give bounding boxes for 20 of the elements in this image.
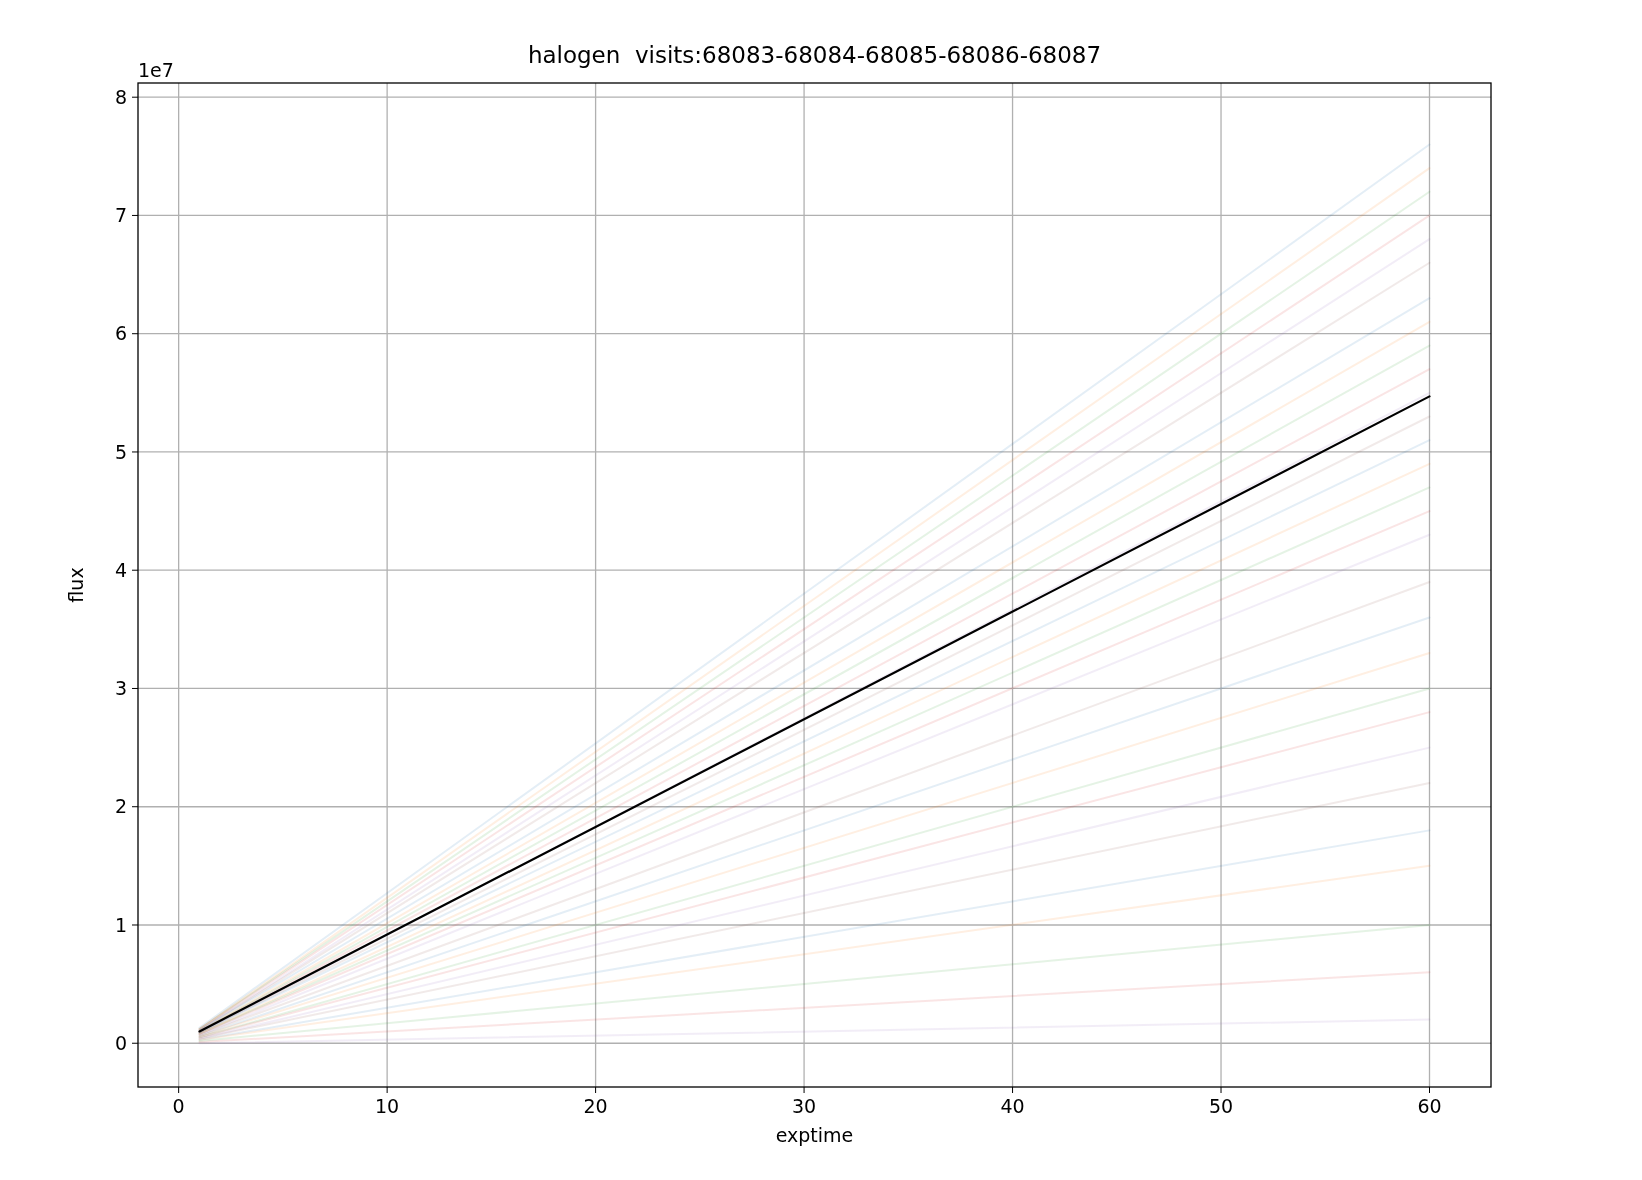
y-tick-label: 3 <box>114 677 127 700</box>
y-tick-label: 0 <box>114 1031 127 1054</box>
y-tick-label: 1 <box>114 913 127 936</box>
x-tick-label: 60 <box>1417 1095 1442 1117</box>
x-tick-label: 0 <box>172 1095 185 1117</box>
x-tick-label: 30 <box>791 1095 817 1117</box>
y-tick-label: 7 <box>114 204 127 227</box>
y-tick-label: 4 <box>114 558 127 581</box>
y-tick-label: 5 <box>114 440 127 463</box>
y-tick-label: 8 <box>114 85 127 108</box>
x-axis-title: exptime <box>775 1124 854 1146</box>
text: 1e7 <box>138 59 174 81</box>
y-axis-title: flux <box>65 567 87 603</box>
y-tick-label: 2 <box>114 795 127 818</box>
x-tick-label: 20 <box>583 1095 608 1117</box>
x-tick-label: 10 <box>375 1095 400 1117</box>
x-tick-label: 50 <box>1208 1095 1234 1117</box>
x-tick-label: 40 <box>1000 1095 1025 1117</box>
chart-title: halogen visits:68083-68084-68085-68086-68087 <box>527 42 1102 68</box>
y-tick-label: 6 <box>114 322 127 345</box>
